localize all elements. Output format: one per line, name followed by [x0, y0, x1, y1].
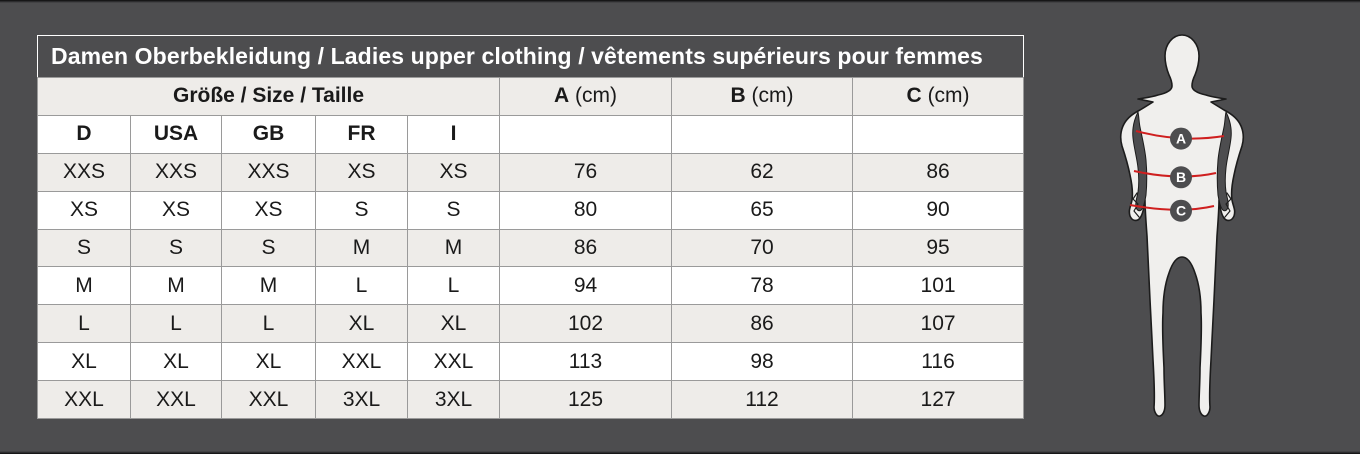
svg-text:B: B — [1176, 169, 1186, 185]
svg-text:C: C — [1176, 202, 1186, 218]
svg-text:A: A — [1176, 130, 1186, 146]
